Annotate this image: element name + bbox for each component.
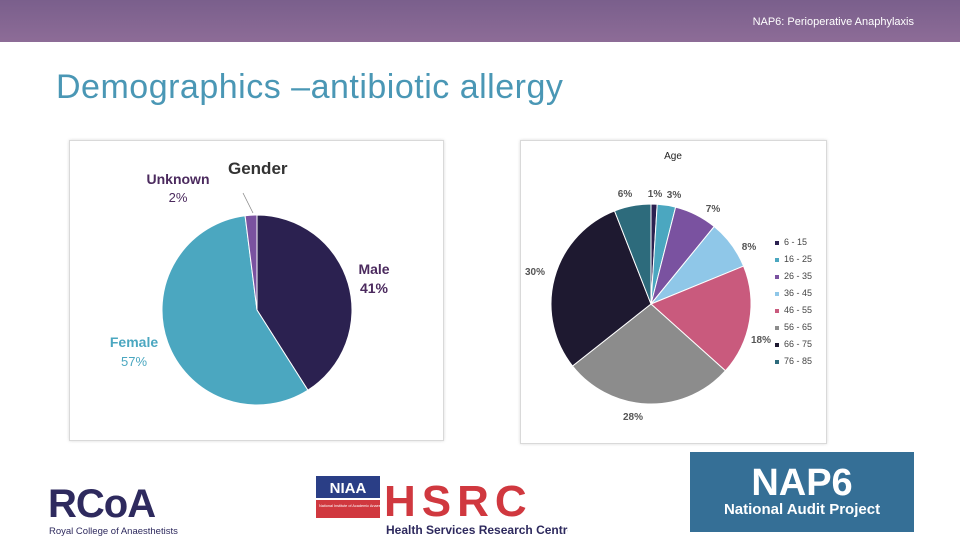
age-slice-66-75 — [550, 210, 652, 367]
niaa-logo-mark: NIAA — [330, 480, 367, 497]
age-chart-title: Age — [664, 151, 682, 162]
legend-swatch — [775, 343, 779, 347]
gender-chart-panel: Gender Unknown 2% Male 41% Female 57% — [69, 140, 444, 441]
legend-label: 6 - 15 — [784, 237, 807, 247]
age-value-56-65: 28% — [623, 412, 643, 423]
age-pie-chart: Age 1% 3% 7% 8% 18% 28% 30% 6% 6 - 15 16… — [525, 151, 812, 423]
hsrc-logo-mark: HSRC — [384, 477, 533, 526]
age-value-66-75: 30% — [525, 267, 545, 278]
legend-swatch — [775, 258, 779, 262]
nap6-logo: NAP6 National Audit Project — [690, 452, 914, 532]
legend-item-26-35: 26 - 35 — [775, 271, 812, 281]
niaa-subband — [316, 500, 380, 518]
legend-swatch — [775, 309, 779, 313]
legend-item-76-85: 76 - 85 — [775, 356, 812, 366]
legend-item-36-45: 36 - 45 — [775, 288, 812, 298]
legend-item-46-55: 46 - 55 — [775, 305, 812, 315]
gender-slice-female — [161, 215, 309, 406]
age-legend: 6 - 15 16 - 25 26 - 35 36 - 45 46 - 55 5… — [775, 237, 812, 366]
legend-item-56-65: 56 - 65 — [775, 322, 812, 332]
age-slice-76-85 — [613, 203, 652, 305]
legend-swatch — [775, 241, 779, 245]
age-value-36-45: 8% — [742, 242, 757, 253]
gender-value-female: 57% — [121, 354, 147, 369]
legend-item-66-75: 66 - 75 — [775, 339, 812, 349]
age-value-16-25: 3% — [667, 190, 682, 201]
legend-swatch — [775, 275, 779, 279]
gender-slice-unknown — [244, 214, 258, 311]
age-value-26-35: 7% — [706, 204, 721, 215]
gender-label-male: Male — [358, 261, 389, 277]
hsrc-logo-name: Health Services Research Centre — [386, 523, 568, 537]
legend-swatch — [775, 360, 779, 364]
age-slice-56-65 — [571, 303, 727, 405]
legend-label: 76 - 85 — [784, 356, 812, 366]
legend-swatch — [775, 292, 779, 296]
header-caption: NAP6: Perioperative Anaphylaxis — [752, 16, 914, 28]
legend-label: 46 - 55 — [784, 305, 812, 315]
age-value-46-55: 18% — [751, 335, 771, 346]
niaa-logo-name: National Institute of Academic Anaesthes… — [319, 504, 392, 508]
gender-value-male: 41% — [360, 280, 389, 296]
gender-slice-male — [256, 214, 353, 391]
legend-label: 36 - 45 — [784, 288, 812, 298]
rcoa-logo-name: Royal College of Anaesthetists — [49, 526, 178, 537]
gender-label-unknown: Unknown — [147, 171, 210, 187]
legend-swatch — [775, 326, 779, 330]
hsrc-logo: NIAA National Institute of Academic Anae… — [316, 474, 574, 538]
gender-pie-chart: Gender Unknown 2% Male 41% Female 57% — [110, 159, 390, 406]
legend-label: 26 - 35 — [784, 271, 812, 281]
legend-item-16-25: 16 - 25 — [775, 254, 812, 264]
legend-label: 16 - 25 — [784, 254, 812, 264]
niaa-badge — [316, 476, 380, 498]
gender-chart-title: Gender — [228, 159, 288, 178]
legend-label: 66 - 75 — [784, 339, 812, 349]
rcoa-logo-mark: RCoA — [48, 482, 155, 526]
nap6-logo-name: National Audit Project — [724, 501, 880, 518]
gender-value-unknown: 2% — [169, 190, 188, 205]
age-value-6-15: 1% — [648, 189, 663, 200]
top-banner: NAP6: Perioperative Anaphylaxis — [0, 0, 960, 42]
gender-label-female: Female — [110, 334, 158, 350]
age-slice-46-55 — [650, 265, 752, 372]
legend-label: 56 - 65 — [784, 322, 812, 332]
unknown-leader-line — [242, 192, 254, 214]
slide-title: Demographics –antibiotic allergy — [56, 68, 564, 106]
age-value-76-85: 6% — [618, 189, 633, 200]
nap6-logo-mark: NAP6 — [751, 462, 852, 504]
rcoa-logo: RCoA Royal College of Anaesthetists — [46, 470, 196, 540]
legend-item-6-15: 6 - 15 — [775, 237, 807, 247]
age-chart-panel: Age 1% 3% 7% 8% 18% 28% 30% 6% 6 - 15 16… — [520, 140, 827, 444]
